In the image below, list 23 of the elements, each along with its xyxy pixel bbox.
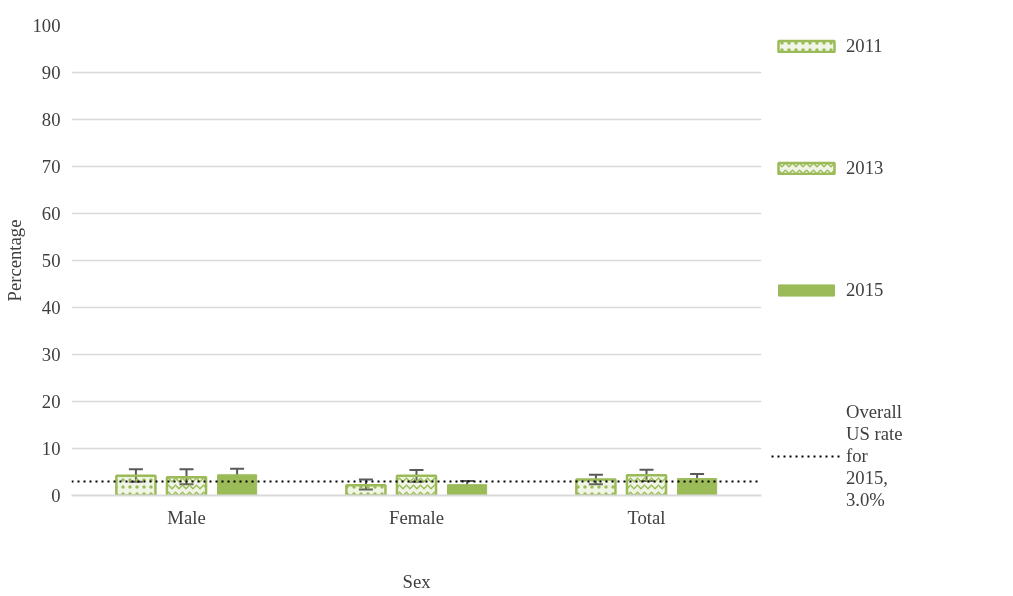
bar <box>677 478 718 496</box>
x-axis-title: Sex <box>402 570 432 592</box>
y-tick-label: 0 <box>51 485 61 506</box>
y-tick-label: 70 <box>41 156 61 177</box>
x-tick-label: Total <box>627 506 666 528</box>
y-tick-label: 90 <box>41 62 61 83</box>
legend-label: 2011 <box>846 35 883 57</box>
y-tick-label: 40 <box>41 297 61 318</box>
y-tick-label: 80 <box>41 109 61 130</box>
y-tick-label: 60 <box>41 203 61 224</box>
y-tick-label: 30 <box>41 344 61 365</box>
x-tick-label: Female <box>389 506 444 528</box>
bar <box>217 474 258 496</box>
y-tick-label: 50 <box>41 250 61 271</box>
bar <box>447 484 488 496</box>
legend-label: 2015 <box>846 279 884 301</box>
y-tick-label: 20 <box>41 391 61 412</box>
y-tick-label: 10 <box>41 438 61 459</box>
legend-label: Overall US rate for 2015, 3.0% <box>846 401 903 511</box>
legend-label: 2013 <box>846 157 884 179</box>
y-tick-label: 100 <box>32 15 61 36</box>
y-axis-title: Percentage <box>3 219 25 302</box>
x-tick-label: Male <box>167 506 206 528</box>
